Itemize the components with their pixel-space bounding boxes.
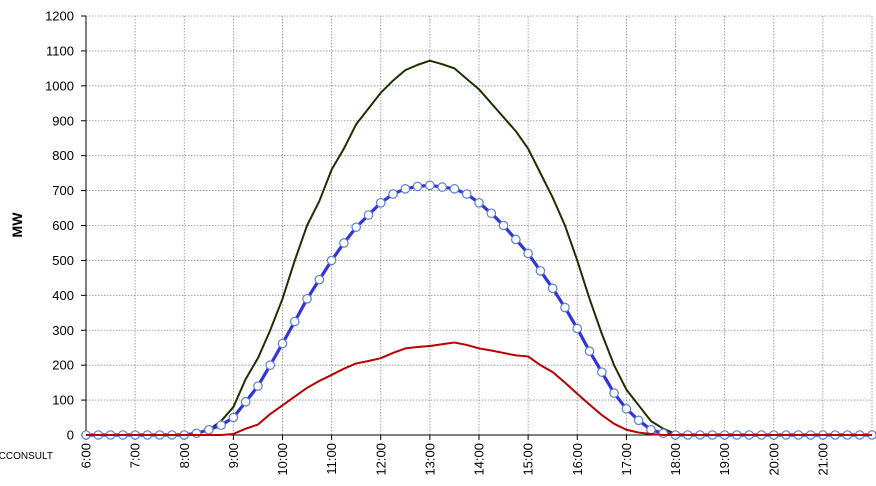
y-tick-labels: 0 100 200 300 400 500 600 700 800 900 1000 1100 1200: [45, 9, 74, 443]
y-tick-label: 1100: [46, 43, 74, 58]
y-tick-label: 400: [52, 288, 74, 303]
series-2-point: [363, 210, 374, 220]
series-2-point: [658, 428, 669, 439]
series-2-point: [572, 323, 583, 334]
x-tick-label: 21:00: [815, 443, 830, 476]
y-tick-label: 500: [52, 253, 74, 268]
x-tick-label: 9:00: [226, 443, 241, 468]
series-2-point: [289, 316, 300, 327]
series-2-point: [535, 266, 546, 276]
x-tick-label: 10:00: [275, 443, 290, 476]
series-2-point: [511, 234, 521, 245]
x-tick-label: 14:00: [472, 443, 487, 476]
y-tick-label: 800: [52, 148, 74, 163]
series-2-point: [375, 198, 386, 208]
series-2-point: [204, 424, 214, 435]
series-2-point: [314, 274, 325, 285]
series-2-point: [228, 412, 239, 423]
y-tick-label: 100: [52, 393, 74, 408]
series-2-point: [425, 180, 435, 191]
series-2-point: [597, 367, 607, 377]
series-2-point: [277, 338, 288, 349]
series-2-point: [253, 381, 263, 391]
series-2-point: [302, 294, 312, 304]
series-2-point: [412, 181, 423, 192]
y-tick-label: 0: [67, 428, 74, 443]
series-2-point: [633, 415, 644, 426]
y-tick-label: 300: [52, 323, 74, 338]
x-tick-label: 8:00: [177, 443, 192, 468]
series-2-point: [216, 420, 226, 431]
series-2-point: [486, 208, 497, 219]
series-2-point: [498, 220, 509, 231]
x-tick-label: 17:00: [619, 443, 634, 476]
series-2-point: [584, 346, 595, 356]
y-tick-label: 900: [52, 113, 74, 128]
y-tick-label: 200: [52, 358, 74, 373]
x-tick-label: 15:00: [521, 443, 536, 476]
y-tick-label: 600: [52, 218, 74, 233]
y-tick-label: 1000: [45, 78, 74, 93]
x-tick-label: 18:00: [668, 443, 683, 476]
series-2-point: [326, 255, 337, 266]
x-tick-label: 12:00: [373, 443, 388, 476]
series-3-line: [86, 341, 872, 436]
x-tick-label: 11:00: [324, 443, 339, 475]
series-2-point: [474, 198, 484, 208]
y-tick-label: 1200: [45, 9, 74, 24]
x-tick-label: 7:00: [128, 443, 143, 468]
watermark-text: BCCONSULT: [0, 451, 53, 462]
x-tick-label: 20:00: [766, 443, 781, 476]
y-axis-title: MW: [9, 212, 25, 238]
series-2-point: [560, 302, 570, 313]
series-2-point: [449, 184, 460, 194]
series-2-point: [621, 404, 632, 414]
series-2-point: [339, 238, 349, 248]
series-2-point: [388, 189, 398, 199]
x-tick-label: 16:00: [570, 443, 585, 476]
series-2-point: [240, 397, 251, 407]
x-tick-label: 13:00: [422, 443, 437, 476]
grid: [86, 15, 873, 435]
series-2-point: [523, 248, 533, 259]
series-2-point: [547, 283, 558, 294]
series-2-point: [400, 184, 411, 194]
series-2-point: [461, 189, 472, 199]
series: [81, 59, 876, 440]
series-2-point: [191, 428, 202, 439]
y-tick-label: 700: [52, 183, 74, 198]
x-tick-label: 19:00: [717, 443, 732, 476]
series-2-point: [351, 222, 361, 233]
series-2-point: [265, 360, 276, 370]
series-2-point: [609, 388, 619, 398]
series-2-point: [437, 182, 447, 192]
x-tick-labels: 6:00 7:00 8:00 9:00 10:00 11:00 12:00 13:00 14:0…: [79, 443, 831, 476]
axes: [81, 15, 872, 440]
x-tick-label: 6:00: [79, 443, 94, 468]
